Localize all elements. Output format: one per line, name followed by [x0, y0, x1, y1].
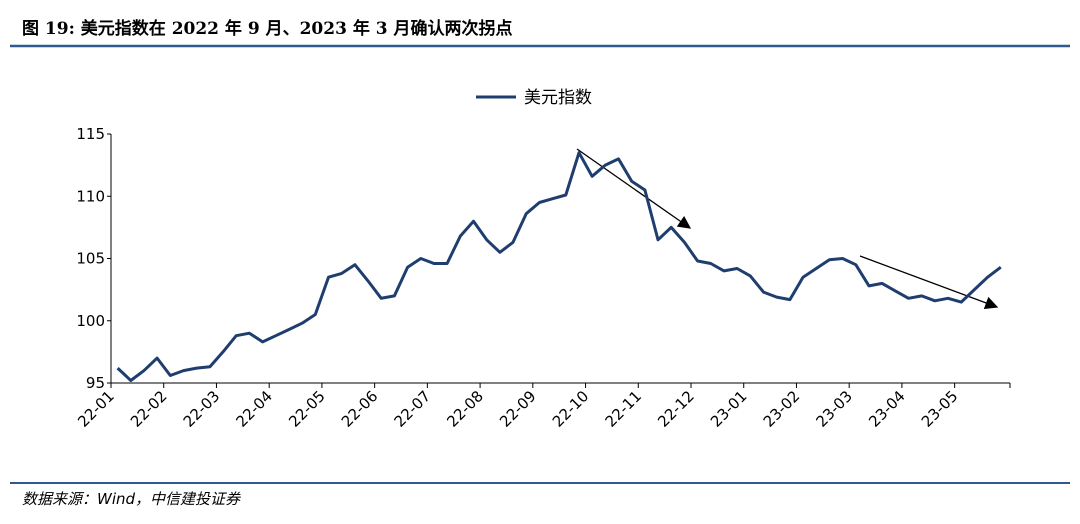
x-tick-label: 22-06 — [338, 387, 382, 431]
line — [116, 151, 1002, 382]
y-tick-label: 115 — [76, 125, 105, 143]
x-tick-label: 22-07 — [391, 387, 435, 431]
chart-title: 图 19: 美元指数在 2022 年 9 月、2023 年 3 月确认两次拐点 — [22, 18, 512, 39]
source: 数据来源：Wind，中信建投证券 — [22, 490, 241, 508]
x-tick-label: 22-05 — [285, 387, 329, 431]
x-tick-label: 22-12 — [654, 387, 698, 431]
arrow — [576, 148, 692, 229]
x-tick-label: 22-04 — [232, 387, 276, 431]
y-tick-label: 100 — [76, 312, 105, 330]
x-tick-label: 22-10 — [549, 387, 593, 431]
x-tick-label: 22-08 — [443, 387, 487, 431]
y-tick-label: 95 — [86, 374, 105, 392]
y-tick-label: 105 — [76, 250, 105, 268]
x-tick-label: 22-01 — [74, 387, 118, 431]
x-tick-label: 23-03 — [812, 387, 856, 431]
x-tick-label: 22-02 — [127, 387, 171, 431]
x-tick-label: 22-11 — [602, 387, 646, 431]
arrow — [859, 255, 999, 310]
legend-label: 美元指数 — [524, 88, 592, 108]
x-tick-label: 22-09 — [496, 387, 540, 431]
x-tick-label: 22-03 — [180, 387, 224, 431]
x-tick-label: 23-04 — [865, 387, 909, 431]
x-tick-label: 23-01 — [707, 387, 751, 431]
x-tick-label: 23-05 — [918, 387, 962, 431]
x-tick-label: 23-02 — [760, 387, 804, 431]
y-tick-label: 110 — [76, 187, 105, 205]
